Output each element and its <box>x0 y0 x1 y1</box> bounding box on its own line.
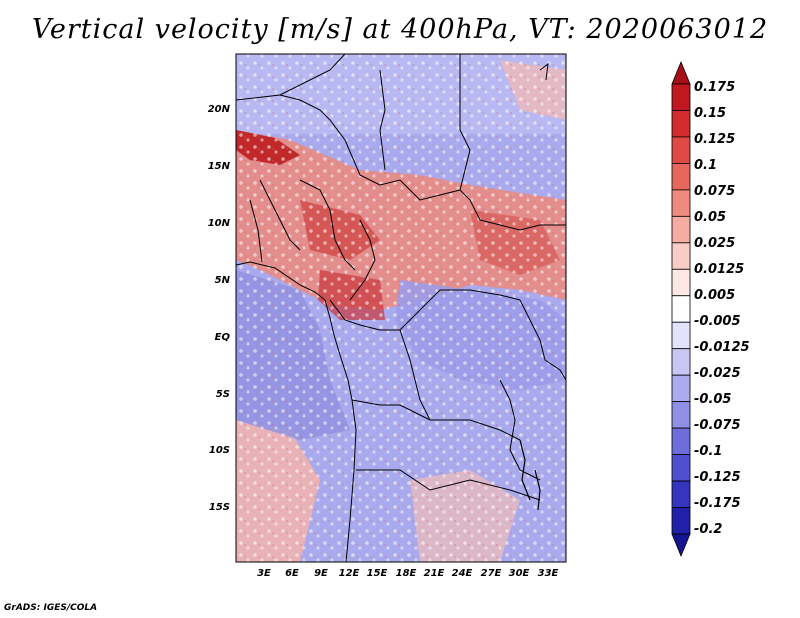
border-north-1 <box>236 54 346 101</box>
colorbar-label: 0.15 <box>694 106 727 121</box>
colorbar-swatch <box>671 480 691 508</box>
colorbar-swatch <box>671 215 691 244</box>
map-borders <box>236 54 566 562</box>
lon-tick-33E: 33E <box>537 568 559 579</box>
lon-tick-6E: 6E <box>285 568 299 579</box>
colorbar-swatch <box>671 454 691 482</box>
colorbar-label: 0.025 <box>694 236 736 251</box>
border-west-1 <box>259 179 301 251</box>
colorbar-label: 0.125 <box>694 132 736 147</box>
colorbar-label: -0.05 <box>694 392 732 407</box>
grads-credit: GrADS: IGES/COLA <box>4 603 98 613</box>
lon-tick-12E: 12E <box>338 568 360 579</box>
chart-title: Vertical velocity [m/s] at 400hPa, VT: 2… <box>31 14 769 45</box>
border-west-2 <box>249 199 263 263</box>
colorbar-label: 0.075 <box>694 184 736 199</box>
colorbar-bottom-arrow <box>671 533 691 558</box>
lat-tick-15N: 15N <box>207 161 230 172</box>
lat-tick-20N: 20N <box>207 104 230 115</box>
colorbar <box>671 60 691 558</box>
colorbar-label: 0.05 <box>694 210 727 225</box>
border-nigeria <box>299 179 356 271</box>
colorbar-swatch <box>671 163 691 191</box>
border-sahel <box>279 94 461 201</box>
border-cameroon <box>349 219 376 301</box>
colorbar-swatch <box>671 83 691 111</box>
colorbar-label: 0.1 <box>694 158 718 173</box>
colorbar-swatch <box>671 110 691 138</box>
lon-tick-15E: 15E <box>366 568 388 579</box>
colorbar-swatch <box>671 242 691 270</box>
lat-tick-EQ: EQ <box>214 332 230 343</box>
lat-tick-15S: 15S <box>208 502 230 513</box>
colorbar-top-arrow <box>671 60 691 85</box>
border-angola-s <box>356 469 541 501</box>
colorbar-swatch <box>671 401 691 429</box>
lon-tick-30E: 30E <box>508 568 530 579</box>
colorbar-label: -0.1 <box>694 444 723 459</box>
border-east <box>519 299 566 381</box>
lat-tick-5S: 5S <box>215 389 230 400</box>
colorbar-label: 0.0125 <box>694 262 745 277</box>
lon-tick-21E: 21E <box>423 568 445 579</box>
lat-tick-10S: 10S <box>208 445 230 456</box>
border-car <box>329 289 521 331</box>
lon-tick-24E: 24E <box>451 568 473 579</box>
colorbar-swatch <box>671 507 691 535</box>
colorbar-swatch <box>671 427 691 455</box>
colorbar-label: -0.005 <box>694 314 741 329</box>
colorbar-label: 0.005 <box>694 288 736 303</box>
colorbar-label: 0.175 <box>694 80 736 95</box>
colorbar-label: -0.125 <box>694 470 741 485</box>
lake-malawi <box>534 469 541 511</box>
coast-redsea <box>539 62 549 81</box>
coastline-west <box>236 261 357 562</box>
colorbar-swatch <box>671 295 691 323</box>
colorbar-label: -0.075 <box>694 418 741 433</box>
colorbar-swatch <box>671 189 691 217</box>
border-sudan <box>459 54 566 231</box>
lon-tick-18E: 18E <box>395 568 417 579</box>
lon-tick-3E: 3E <box>257 568 271 579</box>
lon-tick-9E: 9E <box>314 568 328 579</box>
colorbar-label: -0.2 <box>694 522 723 537</box>
colorbar-swatch <box>671 136 691 164</box>
colorbar-swatch <box>671 268 691 297</box>
colorbar-swatch <box>671 321 691 350</box>
lat-tick-10N: 10N <box>207 218 230 229</box>
map-frame <box>235 53 567 563</box>
border-chad-niger <box>379 69 386 171</box>
border-angola-n <box>351 399 431 421</box>
colorbar-swatch <box>671 374 691 403</box>
colorbar-swatch <box>671 348 691 376</box>
colorbar-label: -0.0125 <box>694 340 750 355</box>
colorbar-label: -0.175 <box>694 496 741 511</box>
lon-tick-27E: 27E <box>480 568 502 579</box>
velocity-field <box>236 54 566 562</box>
lat-tick-5N: 5N <box>214 275 230 286</box>
colorbar-label: -0.025 <box>694 366 741 381</box>
lake-tanganyika <box>519 439 531 501</box>
field-texture <box>236 54 566 562</box>
